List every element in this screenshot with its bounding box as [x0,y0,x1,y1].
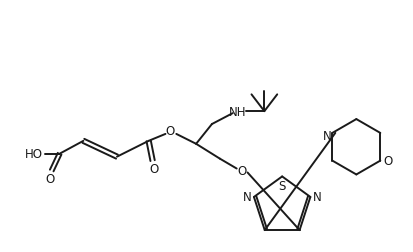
Text: S: S [278,179,286,192]
Text: O: O [149,162,158,175]
Text: N: N [323,130,332,143]
Text: O: O [384,154,393,167]
Text: O: O [166,125,175,138]
Text: N: N [313,191,322,204]
Text: NH: NH [229,105,247,118]
Text: HO: HO [25,148,43,161]
Text: N: N [243,191,252,204]
Text: O: O [45,172,55,185]
Text: O: O [237,164,246,177]
